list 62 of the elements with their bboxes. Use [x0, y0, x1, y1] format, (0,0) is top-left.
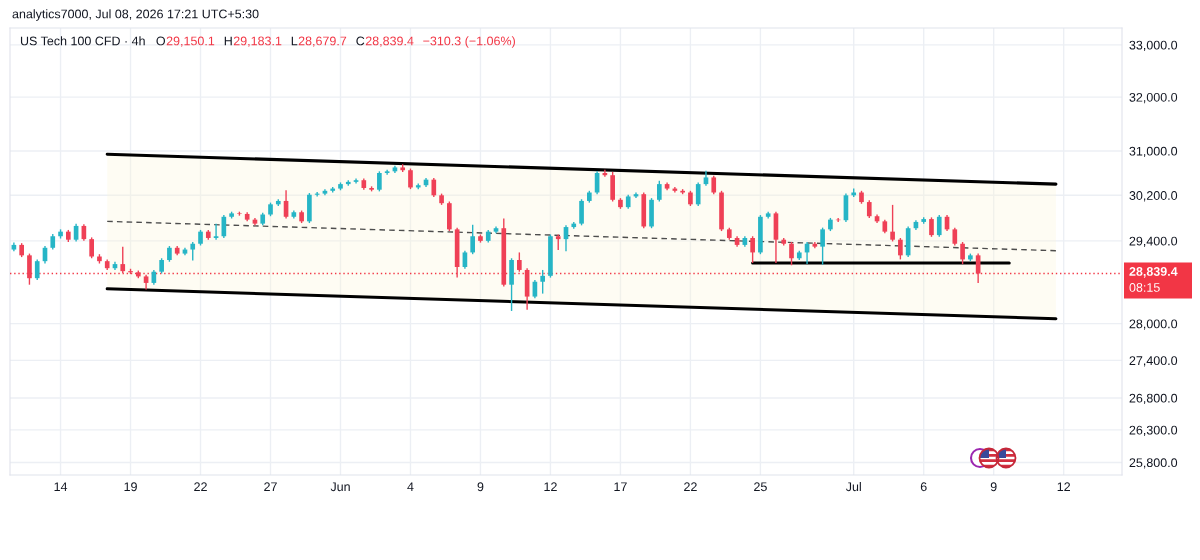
- x-tick-label: 9: [477, 482, 484, 492]
- text: analytics7000, Jul 08, 2026 17:21 UTC+5:30: [12, 9, 259, 21]
- candlestick: [929, 216, 934, 238]
- text: 08:15: [1129, 283, 1160, 292]
- candlestick: [470, 224, 476, 255]
- candlestick: [936, 214, 942, 238]
- candlestick: [408, 167, 413, 190]
- annotation: 28,679.7: [298, 36, 347, 47]
- candlestick: [27, 252, 32, 286]
- candlestick: [213, 222, 219, 241]
- x-tick-label: 12: [1057, 482, 1070, 491]
- y-tick-label: 29,400.0: [1129, 236, 1178, 247]
- candlestick: [789, 241, 794, 266]
- x-tick-label: 9: [990, 482, 997, 492]
- annotation: C: [356, 36, 365, 46]
- candlestick: [517, 251, 522, 273]
- candlestick: [750, 235, 755, 264]
- ref-line-label: 28,839.4: [1129, 267, 1178, 278]
- candlestick: [898, 237, 903, 261]
- annotation: −310.3 (−1.06%): [423, 36, 515, 48]
- annotation: H: [224, 36, 232, 46]
- annotation: 29,150.1: [166, 36, 215, 47]
- candlestick: [190, 241, 196, 262]
- candlestick: [431, 177, 437, 198]
- x-tick-label: 19: [124, 482, 137, 492]
- candlestick: [820, 226, 825, 266]
- annotation: L: [291, 36, 298, 46]
- y-tick-label: 30,200.0: [1129, 191, 1178, 202]
- x-tick-label: 12: [544, 482, 557, 491]
- y-tick-label: 26,800.0: [1129, 393, 1178, 405]
- y-tick-label: 27,400.0: [1129, 356, 1178, 367]
- x-tick-label: 6: [920, 482, 927, 492]
- annotation: O: [156, 36, 165, 46]
- y-tick-label: 33,000.0: [1129, 40, 1178, 52]
- y-tick-label: 28,000.0: [1129, 319, 1178, 330]
- y-tick-label: 32,000.0: [1129, 92, 1178, 104]
- x-tick-label: 25: [754, 482, 767, 492]
- y-tick-label: 31,000.0: [1129, 146, 1178, 158]
- x-tick-label: 17: [614, 482, 627, 491]
- x-tick-label: 4: [407, 482, 414, 491]
- candlestick: [34, 258, 40, 281]
- x-tick-label: 27: [264, 482, 277, 491]
- candlestick: [890, 204, 895, 243]
- x-tick-label: 22: [194, 482, 207, 491]
- y-tick-label: 25,800.0: [1129, 458, 1178, 469]
- candlestick: [960, 241, 965, 265]
- candlestick: [579, 198, 584, 227]
- candlestick: [695, 181, 701, 207]
- candlestick: [377, 170, 382, 193]
- candlestick: [656, 180, 662, 203]
- x-tick-label: 14: [54, 482, 68, 491]
- x-tick-label: Jul: [845, 481, 861, 492]
- candlestick: [89, 236, 94, 259]
- candlestick: [711, 175, 717, 195]
- text: US Tech 100 CFD · 4h: [20, 36, 145, 46]
- x-tick-label: 22: [684, 482, 697, 491]
- candlestick: [540, 269, 545, 295]
- y-tick-label: 26,300.0: [1129, 425, 1178, 437]
- candlestick: [120, 245, 126, 274]
- annotation: 28,839.4: [365, 36, 414, 47]
- annotation: 29,183.1: [233, 36, 282, 47]
- x-tick-label: Jun: [330, 482, 350, 492]
